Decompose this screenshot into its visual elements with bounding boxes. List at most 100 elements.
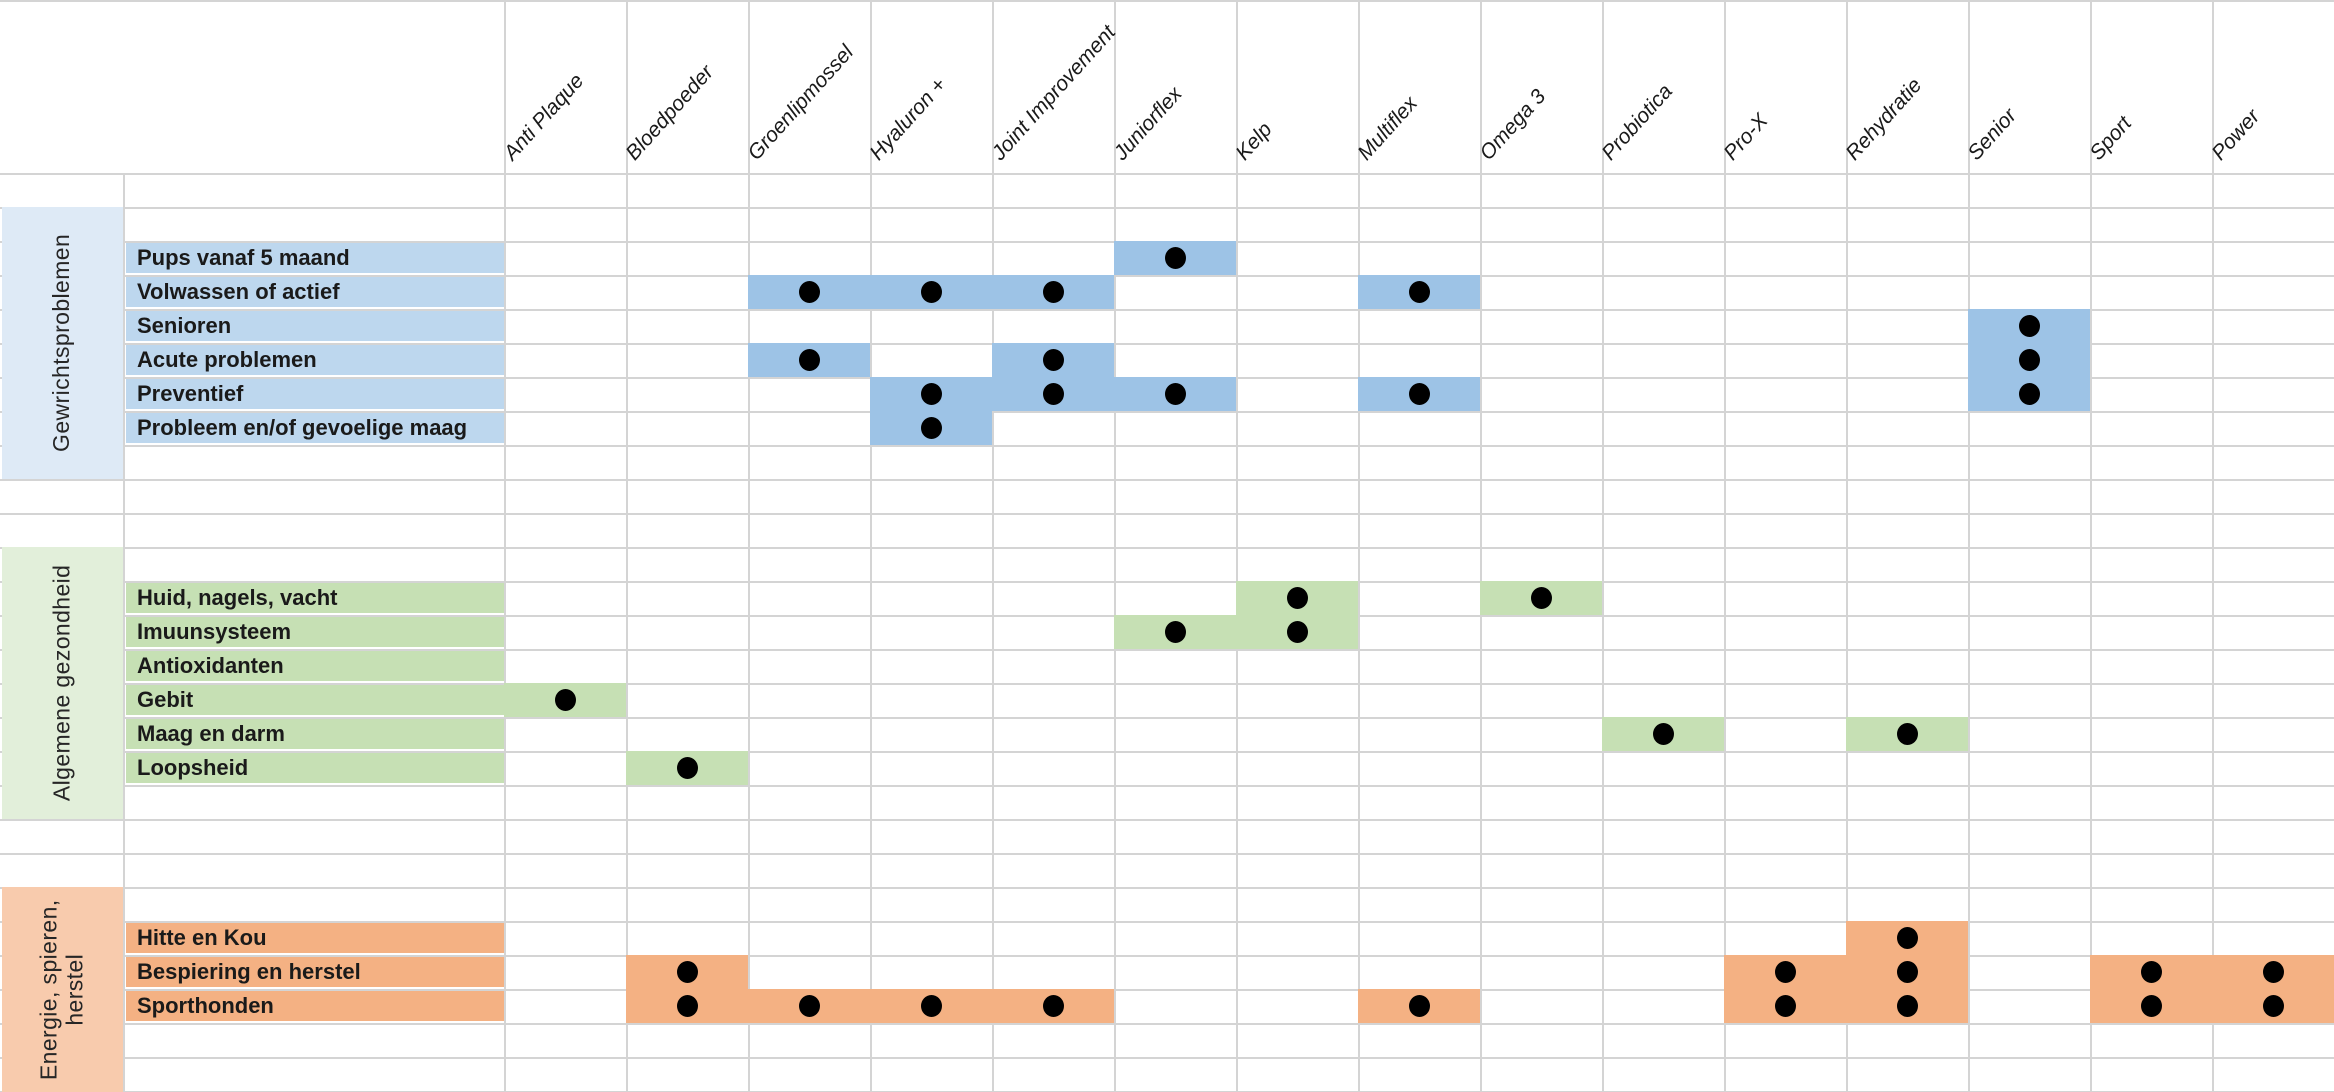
dot-icon [1286,621,1308,643]
column-header: Senior [1963,104,2022,165]
dot-icon [1042,349,1064,371]
dot-icon [798,349,820,371]
grid-hline [0,309,2334,311]
dot-icon [676,757,698,779]
dot-icon [1530,587,1552,609]
grid-hline [0,479,2334,481]
column-header: Joint Improvement [987,20,1121,165]
grid-hline [0,411,2334,413]
dot-icon [2140,961,2162,983]
dot-icon [1042,281,1064,303]
row-label: Pups vanaf 5 maand [137,245,350,270]
grid-hline [0,547,2334,549]
grid-hline [0,887,2334,889]
dot-icon [920,383,942,405]
grid-vline [1968,0,1970,1092]
grid-vline [504,0,506,1092]
dot-icon [1896,927,1918,949]
row-label-cell: Imuunsysteem [126,617,504,647]
dot-icon [2018,315,2040,337]
dot-icon [676,961,698,983]
row-label: Maag en darm [137,721,285,746]
grid-hline [0,989,2334,991]
dot-icon [2262,995,2284,1017]
row-label-cell: Preventief [126,379,504,409]
group-band: Energie, spieren, herstel [2,887,123,1092]
dot-icon [2018,383,2040,405]
dot-icon [1286,587,1308,609]
row-label: Imuunsysteem [137,619,292,644]
row-label-cell: Probleem en/of gevoelige maag [126,413,504,443]
dot-icon [920,995,942,1017]
column-header: Hyaluron + [865,73,951,165]
grid-vline [123,173,125,1092]
grid-hline [0,1023,2334,1025]
dot-icon [2140,995,2162,1017]
grid-vline [1114,0,1116,1092]
row-label: Senioren [137,313,232,338]
dot-icon [554,689,576,711]
column-header: Multiflex [1353,92,1423,165]
grid-hline [0,173,2334,175]
row-label-cell: Hitte en Kou [126,923,504,953]
dot-icon [2262,961,2284,983]
column-header: Probiotica [1597,79,1678,165]
grid-vline [626,0,628,1092]
row-label-cell: Volwassen of actief [126,277,504,307]
grid-vline [1846,0,1848,1092]
grid-hline [0,751,2334,753]
row-label-cell: Loopsheid [126,753,504,783]
dot-icon [1774,995,1796,1017]
row-label-cell: Antioxidanten [126,651,504,681]
row-label: Acute problemen [137,347,317,372]
grid-vline [1236,0,1238,1092]
row-label: Loopsheid [137,755,249,780]
grid-vline [1724,0,1726,1092]
dot-icon [1408,995,1430,1017]
row-label: Probleem en/of gevoelige maag [137,415,468,440]
column-header: Rehydratie [1841,73,1927,165]
grid-hline [0,581,2334,583]
row-label-cell: Maag en darm [126,719,504,749]
dot-icon [1408,281,1430,303]
dot-icon [2018,349,2040,371]
grid-hline [0,955,2334,957]
dot-icon [1164,383,1186,405]
dot-icon [1164,247,1186,269]
dot-icon [1896,995,1918,1017]
dot-icon [920,281,942,303]
row-label: Sporthonden [137,993,274,1018]
dot-icon [1042,995,1064,1017]
grid-hline [0,207,2334,209]
grid-hline [0,819,2334,821]
grid-hline [0,275,2334,277]
dot-icon [1652,723,1674,745]
grid-vline [1480,0,1482,1092]
grid-hline [0,513,2334,515]
grid-hline [0,0,2334,2]
group-band: Gewrichtsproblemen [2,207,123,479]
group-label: Gewrichtsproblemen [48,233,75,453]
row-label: Preventief [137,381,244,406]
grid-vline [748,0,750,1092]
row-label-cell: Senioren [126,311,504,341]
grid-vline [1602,0,1604,1092]
row-label: Huid, nagels, vacht [137,585,338,610]
row-label-cell: Acute problemen [126,345,504,375]
column-header: Anti Plaque [499,69,589,165]
grid-vline [992,0,994,1092]
grid-vline [870,0,872,1092]
column-header: Juniorflex [1109,82,1187,165]
grid-hline [0,853,2334,855]
row-label: Antioxidanten [137,653,284,678]
column-header: Pro-X [1719,109,1773,165]
grid-hline [0,921,2334,923]
column-header: Omega 3 [1475,85,1551,165]
column-header: Bloedpoeder [621,60,719,165]
row-label-cell: Huid, nagels, vacht [126,583,504,613]
row-label: Gebit [137,687,194,712]
row-label-cell: Sporthonden [126,991,504,1021]
group-label: Energie, spieren, herstel [35,899,88,1080]
grid-vline [2212,0,2214,1092]
group-band: Algemene gezondheid [2,547,123,819]
